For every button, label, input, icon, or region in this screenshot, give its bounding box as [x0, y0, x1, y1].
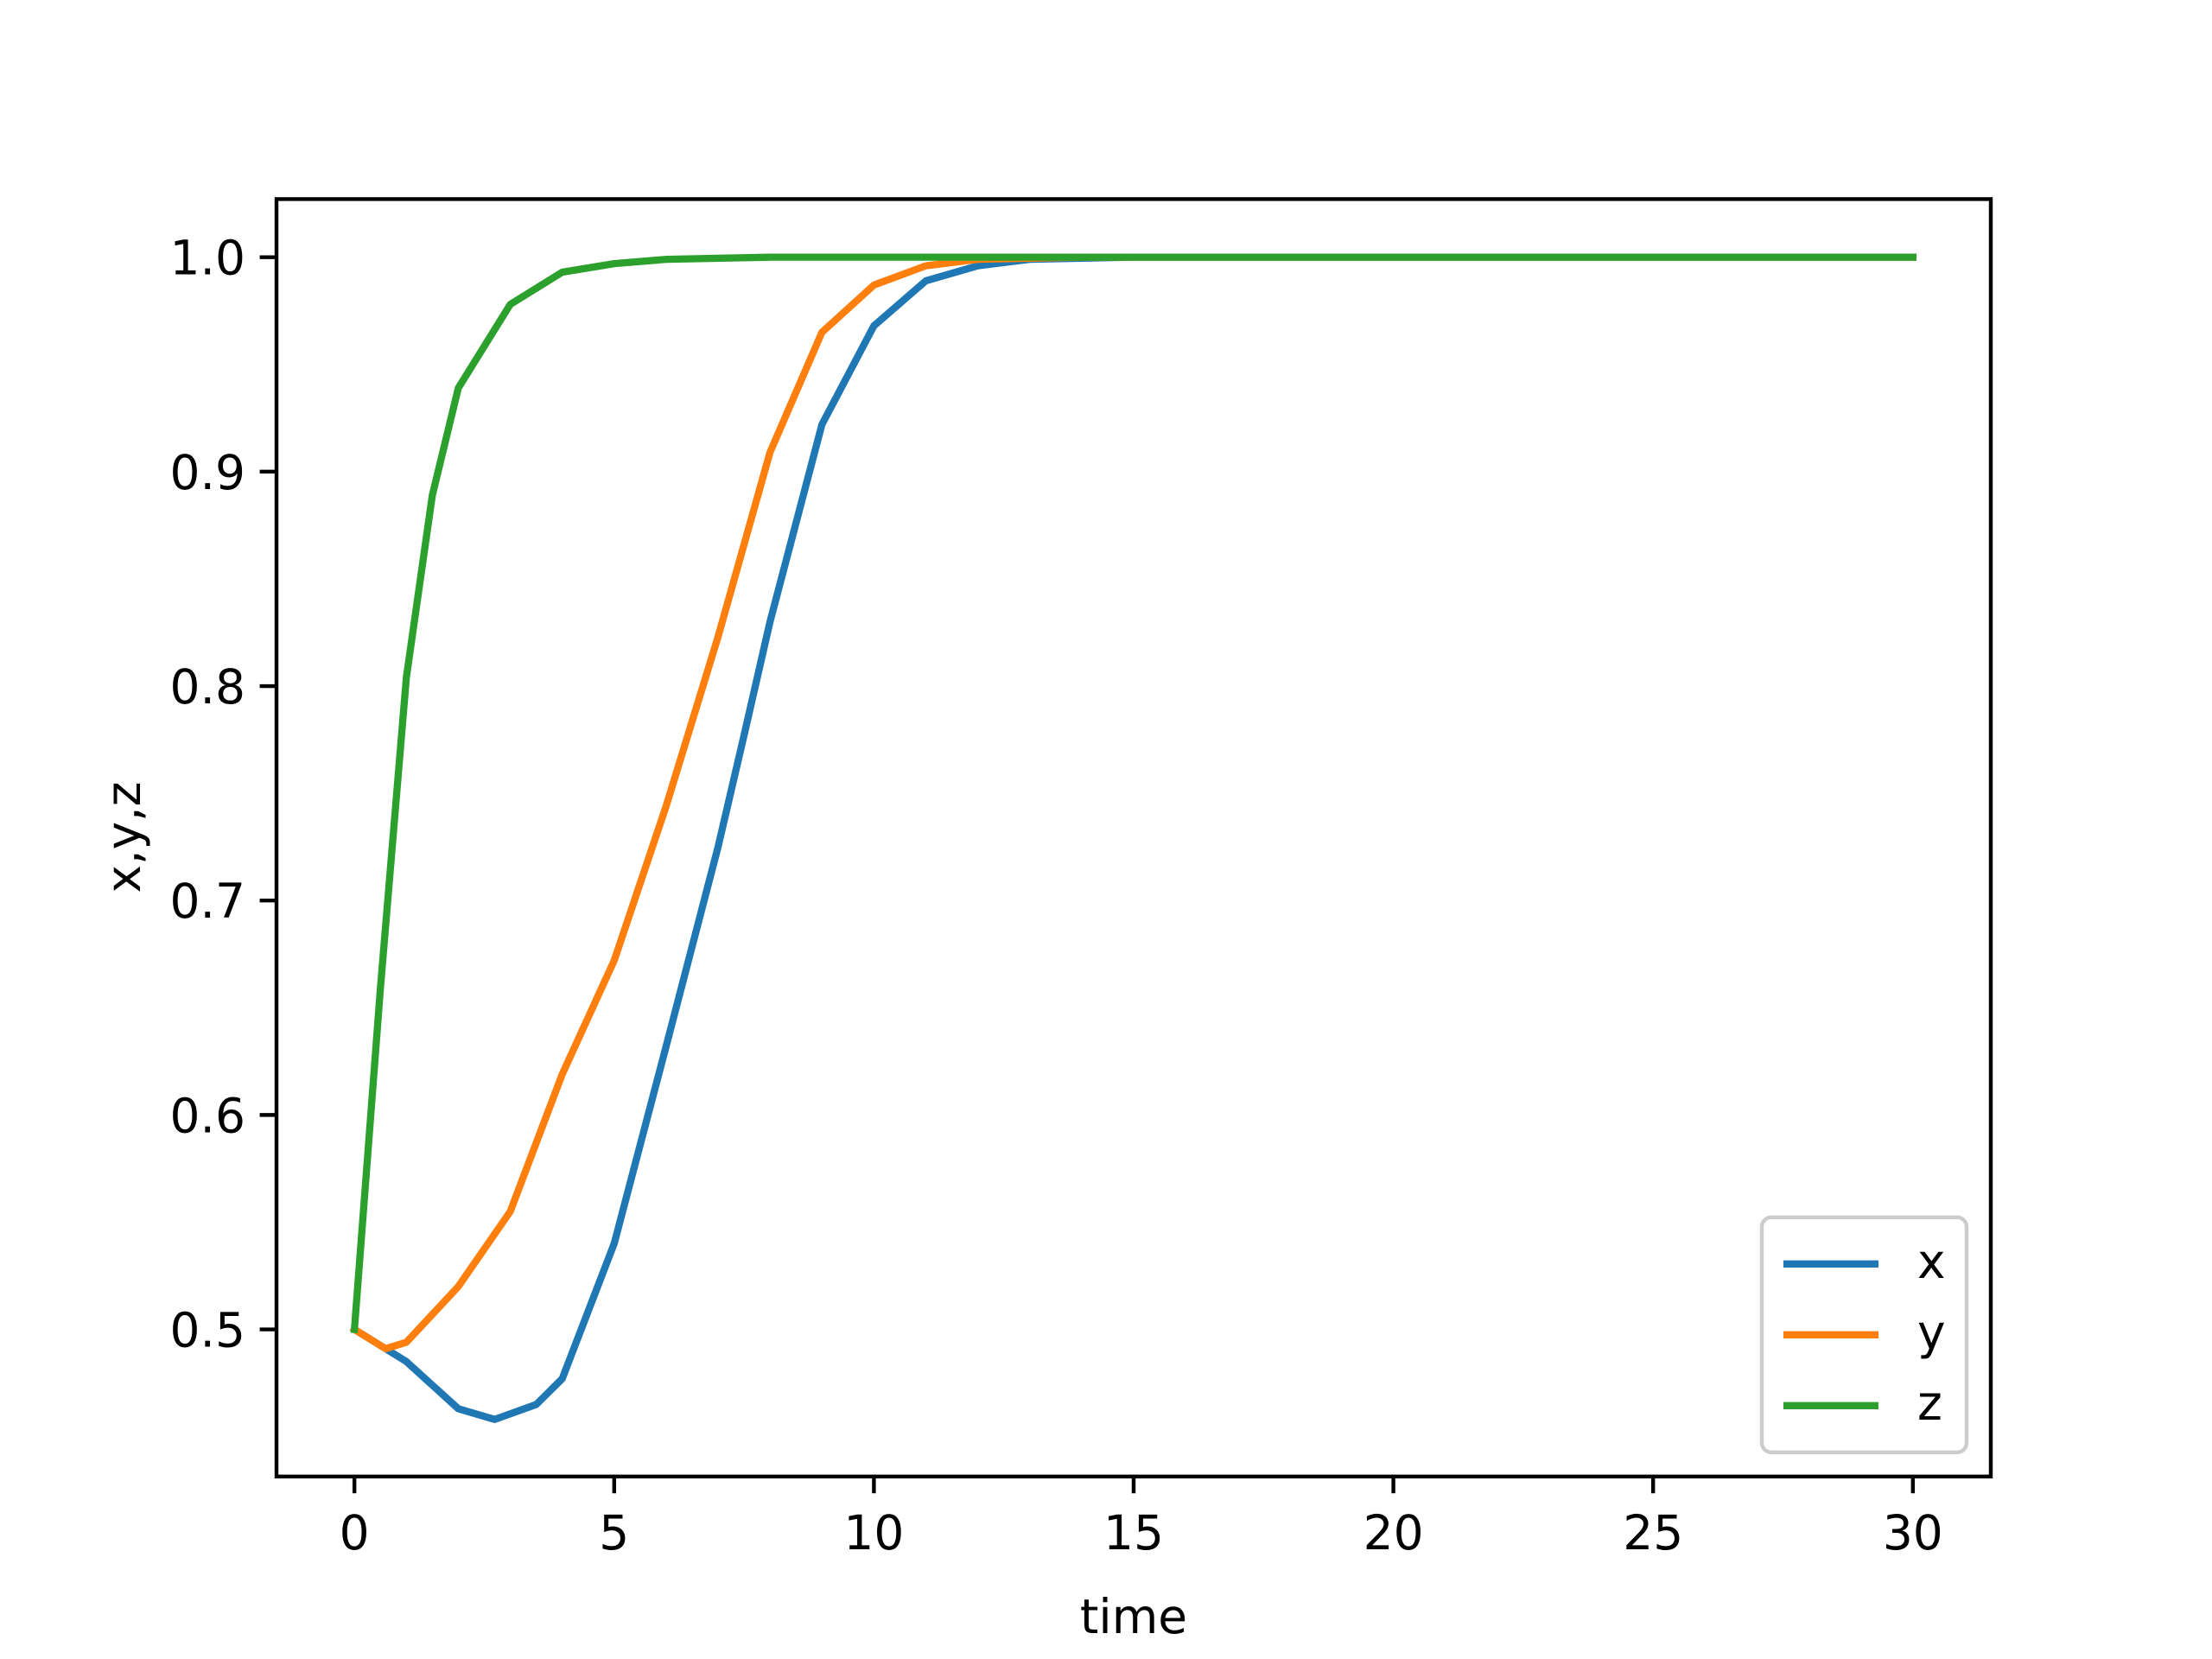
x-tick-label: 15 — [1103, 1505, 1164, 1560]
plot-frame — [274, 197, 1993, 1479]
y-tick-label: 0.9 — [170, 445, 245, 500]
x-tick-label: 0 — [340, 1505, 370, 1560]
y-axis-label: x,y,z — [96, 782, 151, 893]
x-tick-label: 30 — [1883, 1505, 1943, 1560]
y-tick-label: 0.8 — [170, 659, 245, 715]
line-series — [349, 253, 1916, 1353]
x-tick-label: 10 — [843, 1505, 904, 1560]
line-series — [350, 253, 1916, 1334]
legend-label: y — [1917, 1305, 1946, 1360]
y-tick-label: 0.7 — [170, 874, 245, 929]
x-tick-label: 5 — [599, 1505, 629, 1560]
legend-label: z — [1917, 1376, 1942, 1431]
x-axis-label: time — [1080, 1589, 1187, 1644]
x-tick-label: 20 — [1363, 1505, 1424, 1560]
line-series — [349, 253, 1916, 1423]
legend-label: x — [1917, 1234, 1946, 1289]
x-tick-label: 25 — [1623, 1505, 1683, 1560]
y-tick-label: 1.0 — [170, 231, 245, 286]
y-tick-label: 0.6 — [170, 1088, 245, 1143]
y-tick-label: 0.5 — [170, 1303, 245, 1358]
